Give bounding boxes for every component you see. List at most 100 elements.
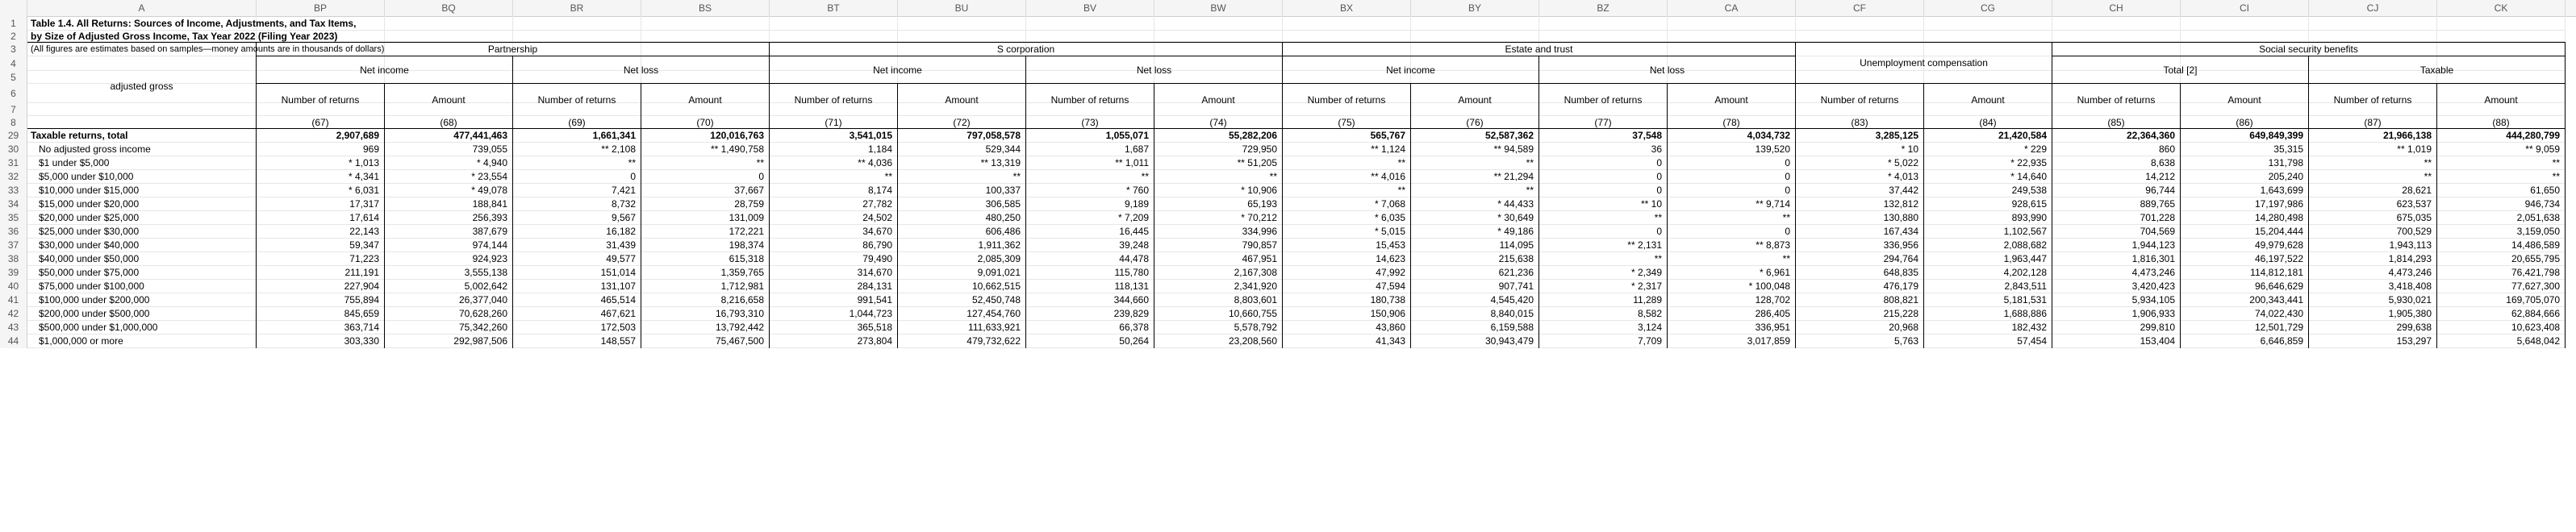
- table-cell[interactable]: 74,022,430: [2181, 307, 2309, 321]
- row-header-2[interactable]: 2: [0, 31, 27, 42]
- table-cell[interactable]: 755,894: [257, 293, 385, 307]
- table-cell[interactable]: 239,829: [1026, 307, 1154, 321]
- table-cell[interactable]: 969: [257, 143, 385, 156]
- table-cell[interactable]: 205,240: [2181, 170, 2309, 184]
- table-cell[interactable]: 215,638: [1411, 252, 1539, 266]
- table-cell[interactable]: 334,996: [1154, 225, 1283, 239]
- column-header-cf[interactable]: CF: [1796, 0, 1924, 16]
- table-cell[interactable]: 649,849,399: [2181, 129, 2309, 143]
- grid-cell[interactable]: [2309, 31, 2437, 42]
- table-cell[interactable]: **: [1411, 156, 1539, 170]
- grid-cell[interactable]: [898, 16, 1026, 31]
- table-cell[interactable]: 860: [2052, 143, 2181, 156]
- table-cell[interactable]: 11,289: [1539, 293, 1668, 307]
- row-header-33[interactable]: 33: [0, 184, 27, 197]
- table-cell[interactable]: 648,835: [1796, 266, 1924, 280]
- table-cell[interactable]: 198,374: [641, 239, 770, 252]
- table-cell[interactable]: 675,035: [2309, 211, 2437, 225]
- table-cell[interactable]: **: [2309, 170, 2437, 184]
- table-cell[interactable]: **: [1539, 252, 1668, 266]
- row-header-30[interactable]: 30: [0, 143, 27, 156]
- table-cell[interactable]: 1,687: [1026, 143, 1154, 156]
- row-header-43[interactable]: 43: [0, 321, 27, 335]
- table-cell[interactable]: 17,197,986: [2181, 197, 2309, 211]
- table-cell[interactable]: 565,767: [1283, 129, 1411, 143]
- table-cell[interactable]: 5,930,021: [2309, 293, 2437, 307]
- table-cell[interactable]: 46,197,522: [2181, 252, 2309, 266]
- grid-cell[interactable]: [770, 31, 898, 42]
- table-cell[interactable]: 477,441,463: [385, 129, 513, 143]
- table-cell[interactable]: 10,660,755: [1154, 307, 1283, 321]
- table-cell[interactable]: 128,702: [1668, 293, 1796, 307]
- table-cell[interactable]: 4,473,246: [2052, 266, 2181, 280]
- table-cell[interactable]: 739,055: [385, 143, 513, 156]
- table-cell[interactable]: 5,763: [1796, 335, 1924, 348]
- table-cell[interactable]: ** 9,714: [1668, 197, 1796, 211]
- table-cell[interactable]: 76,421,798: [2437, 266, 2566, 280]
- table-cell[interactable]: 336,951: [1668, 321, 1796, 335]
- table-cell[interactable]: ** 21,294: [1411, 170, 1539, 184]
- table-cell[interactable]: 3,017,859: [1668, 335, 1796, 348]
- grid-cell[interactable]: [1796, 16, 1924, 31]
- row-header-41[interactable]: 41: [0, 293, 27, 307]
- grid-cell[interactable]: [1796, 31, 1924, 42]
- row-header-8[interactable]: 8: [0, 116, 27, 129]
- table-cell[interactable]: 1,643,699: [2181, 184, 2309, 197]
- row-header-36[interactable]: 36: [0, 225, 27, 239]
- table-cell[interactable]: 790,857: [1154, 239, 1283, 252]
- table-cell[interactable]: 0: [1668, 225, 1796, 239]
- table-cell[interactable]: * 100,048: [1668, 280, 1796, 293]
- table-cell[interactable]: 529,344: [898, 143, 1026, 156]
- table-cell[interactable]: 9,091,021: [898, 266, 1026, 280]
- row-header-7[interactable]: 7: [0, 103, 27, 116]
- table-cell[interactable]: 0: [1539, 170, 1668, 184]
- table-cell[interactable]: 365,518: [770, 321, 898, 335]
- table-cell[interactable]: 27,782: [770, 197, 898, 211]
- table-cell[interactable]: * 7,209: [1026, 211, 1154, 225]
- table-cell[interactable]: 306,585: [898, 197, 1026, 211]
- column-header-a[interactable]: A: [27, 0, 257, 16]
- table-cell[interactable]: **: [1668, 252, 1796, 266]
- grid-cell[interactable]: [385, 16, 513, 31]
- select-all-corner[interactable]: [0, 0, 27, 16]
- table-cell[interactable]: 729,950: [1154, 143, 1283, 156]
- grid-cell[interactable]: [257, 31, 385, 42]
- table-cell[interactable]: 1,906,933: [2052, 307, 2181, 321]
- table-cell[interactable]: 0: [1668, 184, 1796, 197]
- grid-cell[interactable]: [1411, 16, 1539, 31]
- table-cell[interactable]: 86,790: [770, 239, 898, 252]
- table-cell[interactable]: * 4,940: [385, 156, 513, 170]
- table-cell[interactable]: 20,655,795: [2437, 252, 2566, 266]
- table-cell[interactable]: 1,911,362: [898, 239, 1026, 252]
- table-cell[interactable]: * 49,078: [385, 184, 513, 197]
- table-cell[interactable]: **: [1283, 156, 1411, 170]
- grid-cell[interactable]: [2052, 56, 2181, 71]
- table-cell[interactable]: 2,907,689: [257, 129, 385, 143]
- table-cell[interactable]: **: [2437, 156, 2566, 170]
- table-cell[interactable]: 172,221: [641, 225, 770, 239]
- grid-cell[interactable]: [2181, 31, 2309, 42]
- table-cell[interactable]: 615,318: [641, 252, 770, 266]
- table-cell[interactable]: * 10,906: [1154, 184, 1283, 197]
- table-cell[interactable]: 889,765: [2052, 197, 2181, 211]
- table-cell[interactable]: 4,034,732: [1668, 129, 1796, 143]
- table-cell[interactable]: 55,282,206: [1154, 129, 1283, 143]
- grid-cell[interactable]: [1026, 56, 1154, 71]
- table-cell[interactable]: * 7,068: [1283, 197, 1411, 211]
- table-cell[interactable]: * 1,013: [257, 156, 385, 170]
- table-cell[interactable]: 14,212: [2052, 170, 2181, 184]
- grid-cell[interactable]: [898, 31, 1026, 42]
- table-cell[interactable]: 188,841: [385, 197, 513, 211]
- table-cell[interactable]: 1,963,447: [1924, 252, 2052, 266]
- table-cell[interactable]: * 30,649: [1411, 211, 1539, 225]
- table-cell[interactable]: 62,884,666: [2437, 307, 2566, 321]
- grid-cell[interactable]: [513, 56, 641, 71]
- column-header-br[interactable]: BR: [513, 0, 641, 16]
- table-cell[interactable]: 2,051,638: [2437, 211, 2566, 225]
- row-header-42[interactable]: 42: [0, 307, 27, 321]
- table-cell[interactable]: 57,454: [1924, 335, 2052, 348]
- grid-cell[interactable]: [1283, 56, 1411, 71]
- table-cell[interactable]: 8,803,601: [1154, 293, 1283, 307]
- grid-cell[interactable]: [1283, 16, 1411, 31]
- table-cell[interactable]: 1,044,723: [770, 307, 898, 321]
